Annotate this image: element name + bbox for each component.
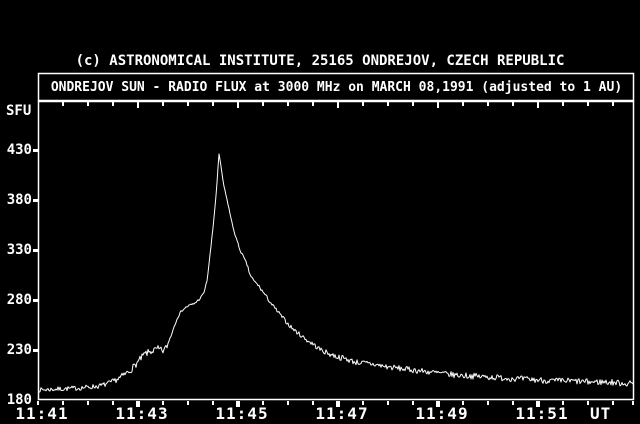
x-minor-tick	[387, 401, 389, 405]
x-top-tick	[362, 102, 364, 106]
x-minor-tick	[287, 401, 289, 405]
x-top-tick	[387, 102, 389, 106]
x-top-tick	[462, 102, 464, 106]
x-top-tick	[62, 102, 64, 106]
y-tick	[33, 349, 38, 352]
x-top-tick	[237, 102, 239, 108]
y-tick	[33, 149, 38, 152]
x-top-tick	[537, 102, 539, 108]
x-top-tick	[262, 102, 264, 106]
plot-frame	[37, 100, 635, 401]
x-top-tick	[587, 102, 589, 106]
x-top-tick	[87, 102, 89, 106]
x-minor-tick	[37, 401, 39, 405]
attribution-line: (c) ASTRONOMICAL INSTITUTE, 25165 ONDREJ…	[75, 53, 565, 69]
x-minor-tick	[487, 401, 489, 405]
y-tick-label: 380	[6, 192, 32, 208]
x-minor-tick	[212, 401, 214, 405]
x-minor-tick	[512, 401, 514, 405]
x-top-tick	[487, 102, 489, 106]
x-major-tick	[436, 401, 440, 407]
y-tick-label: 280	[6, 292, 32, 308]
x-tick-label: 11:51	[515, 404, 569, 423]
x-top-tick	[412, 102, 414, 106]
x-minor-tick	[112, 401, 114, 405]
x-top-tick	[287, 102, 289, 106]
y-tick-label: 180	[6, 392, 32, 408]
x-minor-tick	[632, 401, 634, 405]
x-top-tick	[212, 102, 214, 106]
flux-curve	[38, 153, 634, 393]
x-top-tick	[137, 102, 139, 108]
x-tick-label: 11:43	[115, 404, 169, 423]
x-minor-tick	[187, 401, 189, 405]
x-minor-tick	[87, 401, 89, 405]
x-top-tick	[187, 102, 189, 106]
x-tick-label: 11:41	[15, 404, 69, 423]
x-major-tick	[336, 401, 340, 407]
x-top-tick	[437, 102, 439, 108]
x-minor-tick	[262, 401, 264, 405]
x-minor-tick	[462, 401, 464, 405]
title-box-border	[37, 72, 635, 102]
x-minor-tick	[562, 401, 564, 405]
x-top-tick	[162, 102, 164, 106]
x-top-tick	[337, 102, 339, 108]
x-major-tick	[536, 401, 540, 407]
x-minor-tick	[412, 401, 414, 405]
x-minor-tick	[587, 401, 589, 405]
x-axis-unit-label: UT	[590, 404, 612, 423]
x-minor-tick	[62, 401, 64, 405]
y-axis-unit-label: SFU	[6, 103, 32, 119]
y-tick	[33, 299, 38, 302]
x-top-tick	[312, 102, 314, 106]
x-top-tick	[612, 102, 614, 106]
y-tick-label: 430	[6, 142, 32, 158]
x-top-tick	[112, 102, 114, 106]
x-major-tick	[136, 401, 140, 407]
x-major-tick	[236, 401, 240, 407]
x-top-tick	[512, 102, 514, 106]
y-tick	[33, 249, 38, 252]
x-minor-tick	[362, 401, 364, 405]
x-tick-label: 11:49	[415, 404, 469, 423]
x-minor-tick	[312, 401, 314, 405]
y-tick	[33, 199, 38, 202]
y-tick-label: 230	[6, 342, 32, 358]
x-minor-tick	[612, 401, 614, 405]
y-tick-label: 330	[6, 242, 32, 258]
x-minor-tick	[162, 401, 164, 405]
chart-title: ONDREJOV SUN - RADIO FLUX at 3000 MHz on…	[50, 80, 623, 95]
x-tick-label: 11:47	[315, 404, 369, 423]
x-top-tick	[562, 102, 564, 106]
x-tick-label: 11:45	[215, 404, 269, 423]
